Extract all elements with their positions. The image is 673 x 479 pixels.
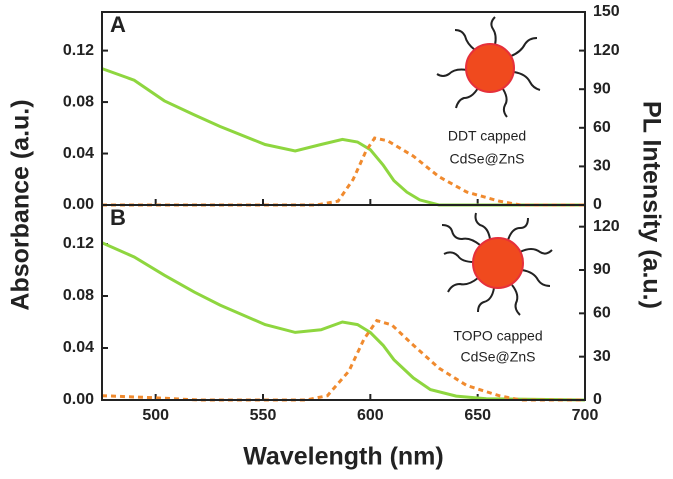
plot-frame bbox=[101, 11, 586, 206]
y-tick-label: 0.04 bbox=[63, 145, 94, 162]
plot-frame bbox=[101, 204, 586, 401]
x-tick-label: 500 bbox=[142, 407, 169, 424]
y-tick-label: 0.08 bbox=[63, 287, 94, 304]
y2-tick-label: 30 bbox=[593, 158, 611, 175]
x-axis-label: Wavelength (nm) bbox=[243, 443, 443, 471]
panel-label: A bbox=[110, 12, 126, 37]
nanoparticle-icon-a bbox=[436, 16, 541, 118]
y-tick-label: 0.04 bbox=[63, 339, 94, 356]
data-line bbox=[101, 241, 586, 402]
y2-tick-label: 60 bbox=[593, 119, 611, 136]
y-tick-label: 0.00 bbox=[63, 196, 94, 213]
x-tick-label: 550 bbox=[250, 407, 277, 424]
x-tick-label: 600 bbox=[357, 407, 384, 424]
y-tick-label: 0.00 bbox=[63, 391, 94, 408]
y-tick-label: 0.12 bbox=[63, 42, 94, 59]
y-tick-label: 0.12 bbox=[63, 235, 94, 252]
y2-axis-label: PL Intensity (a.u.) bbox=[637, 101, 665, 309]
y2-tick-label: 150 bbox=[593, 3, 620, 20]
data-line bbox=[102, 136, 585, 207]
annotation: CdSe@ZnS bbox=[450, 151, 525, 167]
y-tick-label: 0.08 bbox=[63, 93, 94, 110]
y2-tick-label: 90 bbox=[593, 261, 611, 278]
y2-tick-label: 120 bbox=[593, 218, 620, 235]
y2-tick-label: 120 bbox=[593, 42, 620, 59]
x-tick-label: 650 bbox=[464, 407, 491, 424]
y2-tick-label: 30 bbox=[593, 348, 611, 365]
y2-tick-label: 60 bbox=[593, 305, 611, 322]
nanoparticle-icon-b bbox=[441, 212, 553, 316]
panel-label: B bbox=[110, 205, 126, 230]
y2-tick-label: 0 bbox=[593, 391, 602, 408]
data-line bbox=[101, 67, 585, 207]
annotation: TOPO capped bbox=[453, 328, 542, 344]
annotation: DDT capped bbox=[448, 128, 526, 144]
y-axis-label: Absorbance (a.u.) bbox=[7, 99, 35, 310]
data-line bbox=[101, 318, 585, 402]
x-tick-label: 700 bbox=[572, 407, 599, 424]
y2-tick-label: 90 bbox=[593, 80, 611, 97]
annotation: CdSe@ZnS bbox=[461, 349, 536, 365]
y2-tick-label: 0 bbox=[593, 196, 602, 213]
